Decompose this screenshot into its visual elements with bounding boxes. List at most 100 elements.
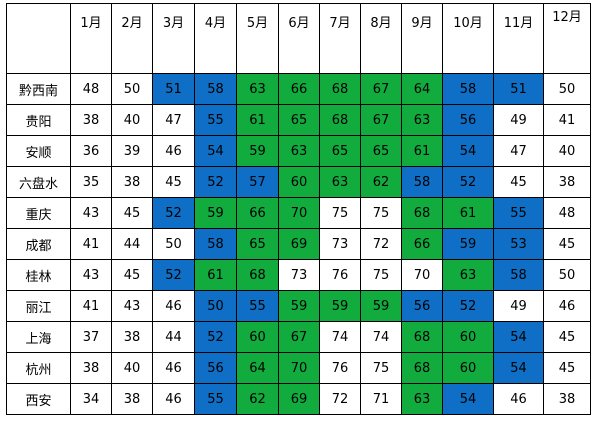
value-cell: 54 <box>194 135 237 167</box>
city-label: 六盘水 <box>6 166 71 198</box>
value-cell: 54 <box>442 383 494 415</box>
value-cell: 44 <box>152 321 195 353</box>
table-row: 重庆 43 45 52 59 66 70 75 75 68 61 55 48 <box>6 197 591 229</box>
value-cell: 63 <box>278 135 320 167</box>
value-cell: 49 <box>493 104 544 136</box>
value-cell: 56 <box>194 352 237 384</box>
month-header-12: 12月 <box>543 3 591 74</box>
value-cell: 50 <box>111 73 153 105</box>
value-cell: 73 <box>319 228 361 260</box>
value-cell: 52 <box>152 197 195 229</box>
value-cell: 53 <box>493 228 544 260</box>
value-cell: 64 <box>236 352 279 384</box>
value-cell: 47 <box>152 104 195 136</box>
value-cell: 37 <box>70 321 112 353</box>
value-cell: 44 <box>111 228 153 260</box>
value-cell: 58 <box>442 73 494 105</box>
value-cell: 60 <box>278 166 320 198</box>
value-cell: 72 <box>319 383 361 415</box>
value-cell: 68 <box>319 73 361 105</box>
value-cell: 52 <box>194 166 237 198</box>
value-cell: 64 <box>401 73 443 105</box>
value-cell: 70 <box>401 259 443 291</box>
month-header-5: 5月 <box>236 3 279 74</box>
value-cell: 60 <box>236 321 279 353</box>
value-cell: 59 <box>360 290 402 322</box>
value-cell: 50 <box>194 290 237 322</box>
city-label: 安顺 <box>6 135 71 167</box>
value-cell: 38 <box>543 166 591 198</box>
value-cell: 48 <box>70 73 112 105</box>
value-cell: 41 <box>543 104 591 136</box>
value-cell: 67 <box>278 321 320 353</box>
value-cell: 68 <box>401 352 443 384</box>
table-row: 安顺 36 39 46 54 59 63 65 65 61 54 47 40 <box>6 135 591 167</box>
value-cell: 56 <box>442 104 494 136</box>
value-cell: 46 <box>493 383 544 415</box>
table-row: 上海 37 38 44 52 60 67 74 74 68 60 54 45 <box>6 321 591 353</box>
value-cell: 75 <box>360 197 402 229</box>
month-header-9: 9月 <box>401 3 443 74</box>
value-cell: 73 <box>278 259 320 291</box>
value-cell: 72 <box>360 228 402 260</box>
value-cell: 40 <box>543 135 591 167</box>
value-cell: 54 <box>493 352 544 384</box>
table-row: 西安 34 38 46 55 62 69 72 71 63 54 46 38 <box>6 383 591 415</box>
value-cell: 41 <box>70 290 112 322</box>
value-cell: 46 <box>152 383 195 415</box>
month-header-6: 6月 <box>278 3 320 74</box>
value-cell: 52 <box>442 290 494 322</box>
city-label: 西安 <box>6 383 71 415</box>
value-cell: 58 <box>194 228 237 260</box>
value-cell: 65 <box>319 135 361 167</box>
monthly-data-table: 1月 2月 3月 4月 5月 6月 7月 8月 9月 10月 11月 12月 黔西南 48 50 51 58 6… <box>6 3 591 415</box>
table-row: 丽江 41 43 46 50 55 59 59 59 56 52 49 46 <box>6 290 591 322</box>
value-cell: 71 <box>360 383 402 415</box>
value-cell: 51 <box>493 73 544 105</box>
value-cell: 50 <box>543 259 591 291</box>
corner-cell <box>6 3 71 74</box>
value-cell: 46 <box>152 352 195 384</box>
value-cell: 61 <box>401 135 443 167</box>
value-cell: 59 <box>442 228 494 260</box>
value-cell: 63 <box>319 166 361 198</box>
value-cell: 39 <box>111 135 153 167</box>
value-cell: 75 <box>360 259 402 291</box>
value-cell: 57 <box>236 166 279 198</box>
value-cell: 76 <box>319 259 361 291</box>
value-cell: 75 <box>360 352 402 384</box>
header-row: 1月 2月 3月 4月 5月 6月 7月 8月 9月 10月 11月 12月 <box>6 3 591 74</box>
value-cell: 34 <box>70 383 112 415</box>
value-cell: 69 <box>278 228 320 260</box>
value-cell: 46 <box>152 290 195 322</box>
value-cell: 67 <box>360 104 402 136</box>
value-cell: 50 <box>152 228 195 260</box>
value-cell: 59 <box>319 290 361 322</box>
value-cell: 46 <box>152 135 195 167</box>
value-cell: 68 <box>401 197 443 229</box>
city-label: 重庆 <box>6 197 71 229</box>
value-cell: 55 <box>194 104 237 136</box>
value-cell: 62 <box>236 383 279 415</box>
table-row: 杭州 38 40 46 56 64 70 76 75 68 60 54 45 <box>6 352 591 384</box>
value-cell: 38 <box>543 383 591 415</box>
value-cell: 74 <box>319 321 361 353</box>
city-label: 上海 <box>6 321 71 353</box>
value-cell: 56 <box>401 290 443 322</box>
value-cell: 51 <box>152 73 195 105</box>
month-header-4: 4月 <box>194 3 237 74</box>
value-cell: 58 <box>401 166 443 198</box>
value-cell: 55 <box>493 197 544 229</box>
city-label: 成都 <box>6 228 71 260</box>
value-cell: 43 <box>111 290 153 322</box>
table-row: 六盘水 35 38 45 52 57 60 63 62 58 52 45 38 <box>6 166 591 198</box>
value-cell: 45 <box>111 259 153 291</box>
value-cell: 62 <box>360 166 402 198</box>
city-label: 桂林 <box>6 259 71 291</box>
city-label: 杭州 <box>6 352 71 384</box>
value-cell: 54 <box>442 135 494 167</box>
value-cell: 59 <box>194 197 237 229</box>
month-header-3: 3月 <box>152 3 195 74</box>
value-cell: 36 <box>70 135 112 167</box>
value-cell: 45 <box>543 228 591 260</box>
